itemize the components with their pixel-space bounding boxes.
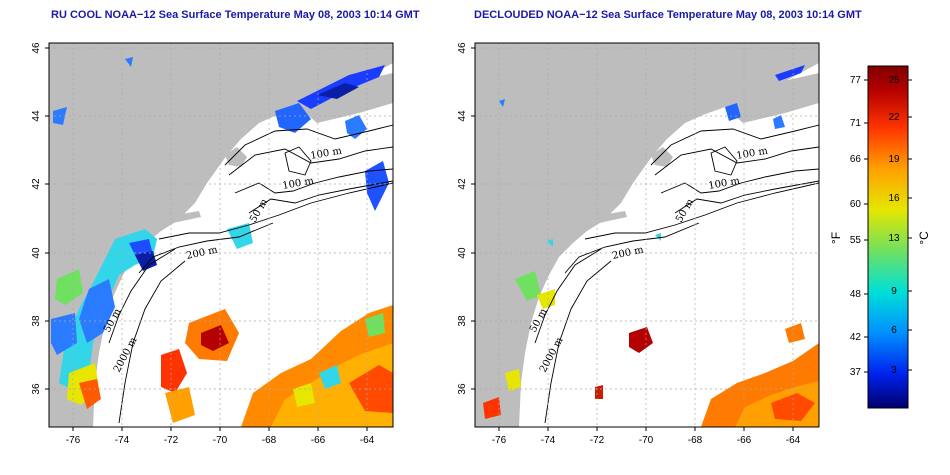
- y-tick-label: 38: [457, 315, 468, 327]
- y-axis-right-map: 46 44 42 40 38 36: [457, 42, 475, 395]
- colorbar-tick-c: 16: [888, 193, 900, 204]
- isobath-lines: [108, 124, 393, 424]
- sst-gulf-stream: [319, 365, 341, 389]
- sst-cold-patch: [125, 57, 133, 67]
- sst-mid-patch: [55, 269, 83, 305]
- sst-mid-patch: [505, 369, 521, 391]
- sst-warm-eddy: [595, 385, 603, 399]
- graticule: [49, 43, 393, 427]
- map-title-left: RU COOL NOAA−12 Sea Surface Temperature …: [51, 9, 420, 21]
- y-tick-label: 40: [31, 247, 42, 259]
- colorbar-unit-celsius: °C: [917, 231, 931, 245]
- land-mass: [475, 43, 819, 427]
- colorbar-tick-c: 6: [891, 325, 897, 336]
- sst-cold-patch: [499, 99, 505, 107]
- x-axis-left-map: -76 -74 -72 -70 -68 -66 -64: [66, 427, 375, 446]
- x-tick-label: -76: [66, 435, 81, 446]
- y-tick-label: 46: [31, 42, 42, 54]
- y-tick-label: 36: [457, 383, 468, 395]
- colorbar-tick-f: 71: [850, 118, 862, 129]
- sst-mid-patch: [79, 279, 115, 343]
- colorbar-tick-f: 42: [850, 332, 862, 343]
- sst-warm-eddy: [629, 327, 653, 353]
- x-axis-right-map: -76 -74 -72 -70 -68 -66 -64: [492, 427, 801, 446]
- isobath-lines: [534, 124, 819, 424]
- y-tick-label: 42: [31, 178, 42, 190]
- colorbar: 77 71 66 60 55 48 42 37 25 22 19 16 13 9…: [829, 65, 931, 409]
- sst-mid-patch: [135, 251, 157, 271]
- colorbar-tick-c: 22: [888, 112, 900, 123]
- colorbar-tick-f: 55: [850, 235, 862, 246]
- sst-cold-patch: [773, 115, 785, 129]
- y-tick-label: 42: [457, 178, 468, 190]
- sst-mid-patch: [483, 397, 501, 419]
- map-frame: [474, 42, 820, 428]
- sst-warm-eddy: [165, 387, 195, 423]
- colorbar-tick-c: 9: [891, 286, 897, 297]
- x-tick-label: -64: [786, 435, 801, 446]
- y-tick-label: 36: [31, 383, 42, 395]
- y-tick-label: 44: [457, 110, 468, 122]
- colorbar-tick-f: 66: [850, 154, 862, 165]
- x-tick-label: -70: [213, 435, 228, 446]
- colorbar-gradient: [867, 65, 909, 409]
- sst-mid-patch: [59, 229, 157, 393]
- nova-scotia: [299, 73, 393, 123]
- sst-cold-patch: [317, 83, 359, 99]
- sst-gulf-stream: [785, 323, 805, 343]
- map-panel-left: 100 m 100 m 50 m 200 m 50 m 2000 m 46 44…: [31, 42, 394, 446]
- x-tick-label: -72: [590, 435, 605, 446]
- sst-cold-patch: [775, 65, 805, 81]
- sst-cold-patch: [655, 233, 661, 241]
- colorbar-tick-f: 60: [850, 199, 862, 210]
- map-title-right: DECLOUDED NOAA−12 Sea Surface Temperatur…: [474, 9, 862, 21]
- y-tick-label: 46: [457, 42, 468, 54]
- sst-mid-patch: [515, 271, 541, 301]
- sst-cold-patch: [725, 103, 741, 121]
- x-tick-label: -66: [311, 435, 326, 446]
- colorbar-tick-c: 3: [891, 365, 897, 376]
- graticule: [475, 43, 819, 427]
- sst-gulf-stream: [771, 393, 815, 421]
- sst-mid-patch: [79, 379, 101, 409]
- colorbar-tick-c: 25: [888, 75, 900, 86]
- colorbar-tick-f: 48: [850, 289, 862, 300]
- colorbar-tick-f: 37: [850, 367, 862, 378]
- sst-cold-patch: [547, 239, 553, 247]
- map-frame: [48, 42, 394, 428]
- x-tick-label: -68: [262, 435, 277, 446]
- colorbar-tick-f: 77: [850, 75, 862, 86]
- x-tick-label: -68: [688, 435, 703, 446]
- colorbar-unit-fahrenheit: °F: [829, 232, 843, 244]
- sst-cold-patch: [365, 161, 389, 211]
- sst-warm-eddy: [201, 325, 229, 351]
- y-tick-label: 44: [31, 110, 42, 122]
- sst-mid-patch: [51, 313, 77, 355]
- colorbar-tick-c: 19: [888, 154, 900, 165]
- x-tick-label: -76: [492, 435, 507, 446]
- cape-cod: [225, 147, 247, 167]
- y-axis-left-map: 46 44 42 40 38 36: [31, 42, 49, 395]
- y-tick-label: 38: [31, 315, 42, 327]
- nova-scotia: [725, 73, 819, 123]
- colorbar-tick-c: 13: [888, 233, 900, 244]
- x-tick-label: -64: [360, 435, 375, 446]
- land-mass: [49, 43, 393, 427]
- cape-cod: [651, 147, 673, 167]
- sst-cold-patch: [275, 103, 311, 133]
- x-tick-label: -66: [737, 435, 752, 446]
- x-tick-label: -70: [639, 435, 654, 446]
- y-tick-label: 40: [457, 247, 468, 259]
- map-panel-right: 100 m 100 m 50 m 200 m 50 m 2000 m 46 44…: [457, 42, 820, 446]
- sst-gulf-stream: [365, 313, 385, 337]
- x-tick-label: -74: [115, 435, 130, 446]
- sst-warm-eddy: [161, 349, 187, 393]
- x-tick-label: -72: [164, 435, 179, 446]
- x-tick-label: -74: [541, 435, 556, 446]
